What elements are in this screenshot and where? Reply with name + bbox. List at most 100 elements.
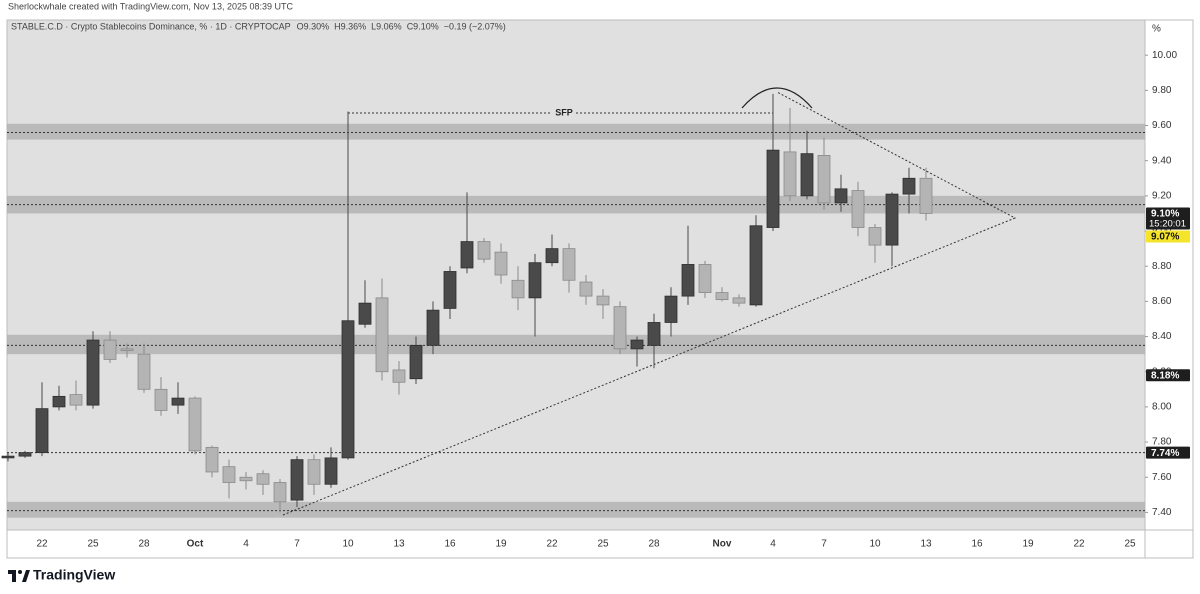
sfp-label-bg <box>552 106 576 119</box>
candle-body <box>630 339 644 350</box>
price-badge-label: 7.74% <box>1151 448 1179 459</box>
y-tick-label: 8.80 <box>1152 261 1172 272</box>
x-tick-label: 22 <box>36 539 48 550</box>
candle-body <box>902 177 916 195</box>
candle-body <box>307 459 321 485</box>
candle-body <box>613 306 627 350</box>
logo-text: TradingView <box>33 567 115 583</box>
legend-item: O9.30% <box>297 21 330 31</box>
candle-body <box>392 369 406 383</box>
candle-body <box>664 295 678 323</box>
y-tick-label: 8.60 <box>1152 296 1172 307</box>
logo: TradingView <box>8 567 115 583</box>
candle-body <box>681 264 695 297</box>
candle-body <box>324 457 338 485</box>
candle-body <box>409 344 423 380</box>
annotation: SFP <box>555 107 573 117</box>
y-axis-label: % <box>1152 24 1161 35</box>
plot-background <box>7 20 1145 530</box>
x-tick-label: 25 <box>1124 539 1136 550</box>
x-tick-label: Nov <box>713 539 732 550</box>
candle-body <box>579 281 593 297</box>
x-tick-label: 7 <box>294 539 300 550</box>
candle-body <box>834 188 848 204</box>
candle-body <box>783 151 797 197</box>
x-tick-label: 10 <box>342 539 354 550</box>
candle-body <box>273 482 287 503</box>
candle-body <box>222 466 236 483</box>
candle-body <box>511 279 525 299</box>
candle-body <box>562 248 576 281</box>
candle-body <box>103 339 117 360</box>
candle-body <box>851 190 865 228</box>
arc <box>741 87 813 109</box>
candle-body <box>817 155 831 204</box>
price-badge-label: 9.07% <box>1151 232 1179 243</box>
candle-body <box>698 264 712 293</box>
candle-body <box>154 388 168 411</box>
candle-body <box>477 241 491 260</box>
candle-body <box>35 408 49 454</box>
x-tick-label: 4 <box>770 539 776 550</box>
price-badge <box>1146 446 1190 459</box>
axes: 7.407.607.808.008.208.408.608.809.009.20… <box>36 50 1190 550</box>
candle-body <box>86 339 100 406</box>
x-tick-label: 28 <box>648 539 660 550</box>
x-tick-label: 16 <box>971 539 983 550</box>
x-tick-label: 28 <box>138 539 150 550</box>
zones <box>7 123 1145 518</box>
x-tick-label: 19 <box>1022 539 1034 550</box>
candle-body <box>52 395 66 408</box>
price-badge <box>1146 207 1190 230</box>
candle-body <box>137 353 151 390</box>
candle-body <box>341 320 355 459</box>
candle-body <box>647 322 661 346</box>
zone <box>7 123 1145 140</box>
candle-body <box>426 309 440 346</box>
y-tick-label: 8.40 <box>1152 331 1172 342</box>
candle-body <box>69 394 83 406</box>
candle-body <box>766 149 780 228</box>
candle-body <box>885 193 899 246</box>
candle-body <box>749 225 763 306</box>
zone <box>7 334 1145 355</box>
x-tick-label: 10 <box>869 539 881 550</box>
candle-body <box>732 297 746 304</box>
candle-body <box>1 455 15 459</box>
frame <box>6 19 1194 559</box>
y-tick-label: 7.60 <box>1152 472 1172 483</box>
x-tick-label: 13 <box>393 539 405 550</box>
candle-body <box>239 476 253 482</box>
logo-icon <box>18 570 22 574</box>
legend-item: H9.36% <box>334 21 366 31</box>
y-tick-label: 9.20 <box>1152 191 1172 202</box>
price-badge-countdown: 15:20:01 <box>1149 218 1186 229</box>
candles <box>1 93 933 513</box>
logo-icon <box>8 570 16 582</box>
x-tick-label: 13 <box>920 539 932 550</box>
y-tick-label: 9.60 <box>1152 120 1172 131</box>
y-tick-label: 9.80 <box>1152 85 1172 96</box>
candle-body <box>375 297 389 373</box>
x-tick-label: 19 <box>495 539 507 550</box>
candle-body <box>596 295 610 306</box>
candle-body <box>494 251 508 276</box>
candle-body <box>18 452 32 457</box>
candle-body <box>443 271 457 309</box>
y-tick-label: 9.40 <box>1152 155 1172 166</box>
x-tick-label: 22 <box>546 539 558 550</box>
x-tick-label: Oct <box>187 539 204 550</box>
x-tick-label: 4 <box>243 539 249 550</box>
y-tick-label: 10.00 <box>1152 50 1177 61</box>
header: Sherlockwhale created with TradingView.c… <box>8 1 293 11</box>
y-tick-label: 7.80 <box>1152 437 1172 448</box>
triangle-trendlines <box>282 91 1017 516</box>
candle-body <box>460 241 474 269</box>
candle-body <box>120 348 134 352</box>
drawings: SFP <box>282 87 1017 516</box>
candle-body <box>290 459 304 501</box>
candle-body <box>256 473 270 485</box>
x-tick-label: 7 <box>821 539 827 550</box>
